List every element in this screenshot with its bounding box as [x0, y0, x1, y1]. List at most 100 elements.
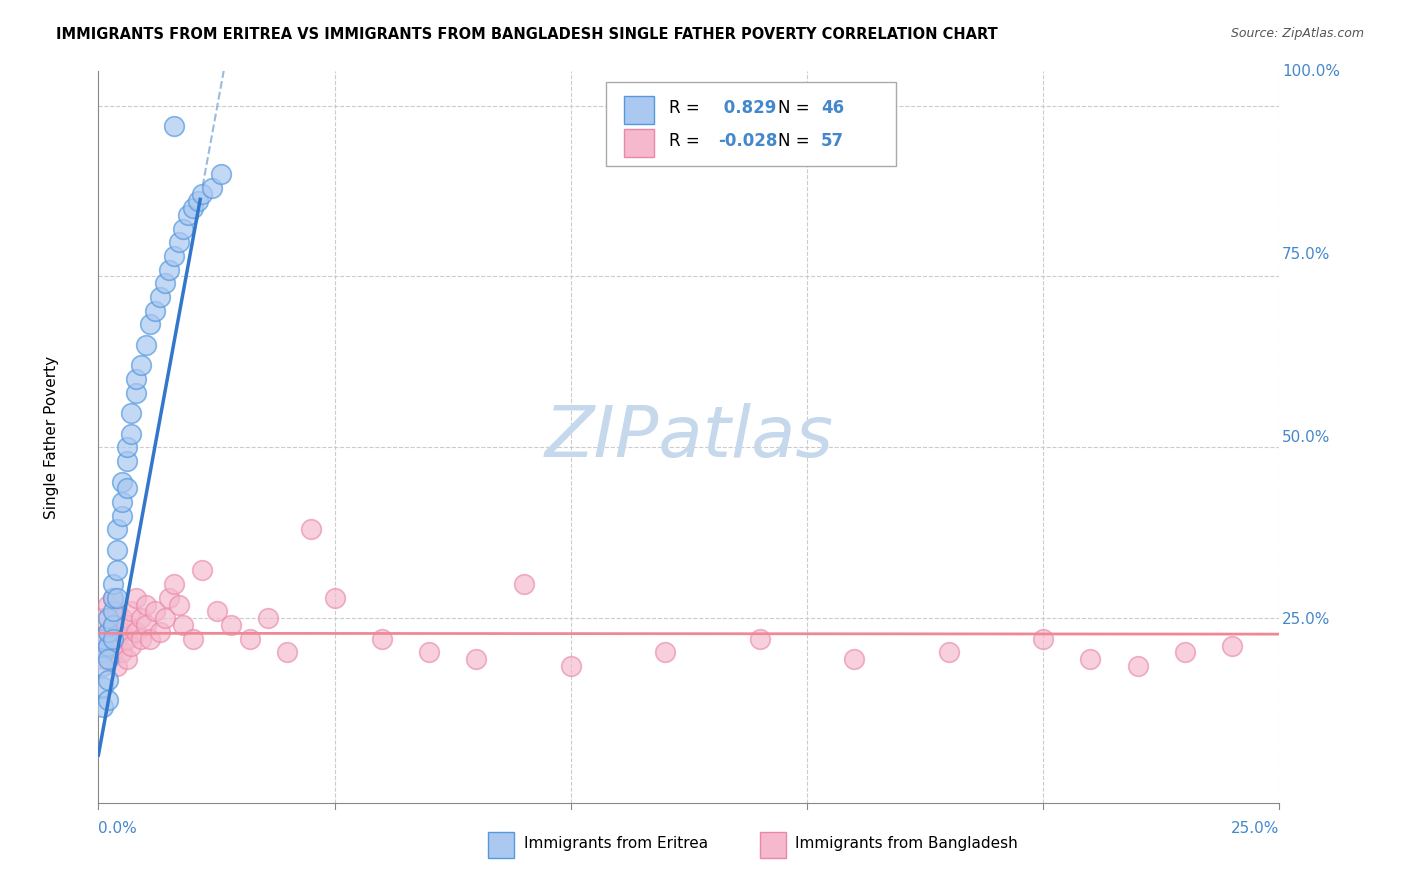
Point	[115, 454, 138, 468]
Point	[105, 659, 128, 673]
Point	[129, 359, 152, 373]
FancyBboxPatch shape	[606, 82, 896, 167]
Text: -0.028: -0.028	[718, 132, 778, 150]
Point	[91, 632, 114, 646]
Point	[115, 481, 138, 495]
Point	[101, 618, 124, 632]
Point	[187, 194, 209, 209]
Point	[121, 639, 143, 653]
Point	[115, 632, 138, 646]
Text: R =: R =	[669, 132, 704, 150]
Bar	[624, 96, 654, 124]
Point	[97, 624, 120, 639]
Point	[654, 645, 676, 659]
Point	[111, 645, 134, 659]
Point	[135, 338, 157, 352]
Point	[938, 645, 960, 659]
Point	[371, 632, 394, 646]
Point	[163, 577, 186, 591]
Point	[560, 659, 582, 673]
Text: 50.0%: 50.0%	[1282, 430, 1330, 444]
Point	[105, 563, 128, 577]
Text: R =: R =	[669, 99, 704, 117]
Point	[209, 167, 232, 181]
Point	[323, 591, 346, 605]
Text: 25.0%: 25.0%	[1232, 821, 1279, 836]
Text: 100.0%: 100.0%	[1282, 64, 1340, 78]
Point	[125, 385, 148, 400]
Point	[125, 372, 148, 386]
Point	[91, 680, 114, 694]
Point	[101, 604, 124, 618]
Text: Immigrants from Eritrea: Immigrants from Eritrea	[523, 837, 707, 851]
Point	[748, 632, 770, 646]
Point	[149, 624, 172, 639]
Point	[97, 673, 120, 687]
Point	[125, 591, 148, 605]
Point	[97, 611, 120, 625]
Point	[205, 604, 228, 618]
Point	[111, 495, 134, 509]
Point	[129, 611, 152, 625]
Bar	[488, 832, 515, 858]
Point	[125, 624, 148, 639]
Point	[97, 624, 120, 639]
Point	[299, 522, 322, 536]
Point	[115, 440, 138, 454]
Text: N =: N =	[778, 99, 814, 117]
Point	[91, 659, 114, 673]
Point	[111, 475, 134, 489]
Point	[105, 591, 128, 605]
Point	[91, 700, 114, 714]
Point	[191, 563, 214, 577]
Point	[257, 611, 280, 625]
Point	[101, 591, 124, 605]
Point	[167, 235, 190, 250]
Point	[139, 318, 162, 332]
Point	[115, 618, 138, 632]
Point	[418, 645, 440, 659]
Point	[105, 604, 128, 618]
Point	[143, 604, 166, 618]
Point	[111, 508, 134, 523]
Point	[153, 611, 176, 625]
Point	[201, 180, 224, 194]
Text: Immigrants from Bangladesh: Immigrants from Bangladesh	[796, 837, 1018, 851]
Point	[91, 652, 114, 666]
Point	[91, 632, 114, 646]
Point	[181, 632, 204, 646]
Point	[177, 208, 200, 222]
Point	[115, 652, 138, 666]
Point	[1220, 639, 1243, 653]
Point	[97, 598, 120, 612]
Text: IMMIGRANTS FROM ERITREA VS IMMIGRANTS FROM BANGLADESH SINGLE FATHER POVERTY CORR: IMMIGRANTS FROM ERITREA VS IMMIGRANTS FR…	[56, 27, 998, 42]
Point	[101, 577, 124, 591]
Text: 0.0%: 0.0%	[98, 821, 138, 836]
Point	[1126, 659, 1149, 673]
Bar	[759, 832, 786, 858]
Text: Single Father Poverty: Single Father Poverty	[44, 356, 59, 518]
Point	[105, 522, 128, 536]
Point	[91, 645, 114, 659]
Point	[1080, 652, 1102, 666]
Point	[512, 577, 534, 591]
Point	[191, 187, 214, 202]
Point	[157, 262, 180, 277]
Point	[97, 639, 120, 653]
Point	[101, 591, 124, 605]
Point	[135, 598, 157, 612]
Text: 46: 46	[821, 99, 845, 117]
Text: 57: 57	[821, 132, 845, 150]
Point	[172, 618, 194, 632]
Point	[101, 645, 124, 659]
Point	[135, 618, 157, 632]
Point	[167, 598, 190, 612]
Point	[129, 632, 152, 646]
Point	[157, 591, 180, 605]
Point	[153, 277, 176, 291]
Point	[101, 618, 124, 632]
Point	[844, 652, 866, 666]
Point	[105, 542, 128, 557]
Point	[239, 632, 262, 646]
Point	[143, 303, 166, 318]
